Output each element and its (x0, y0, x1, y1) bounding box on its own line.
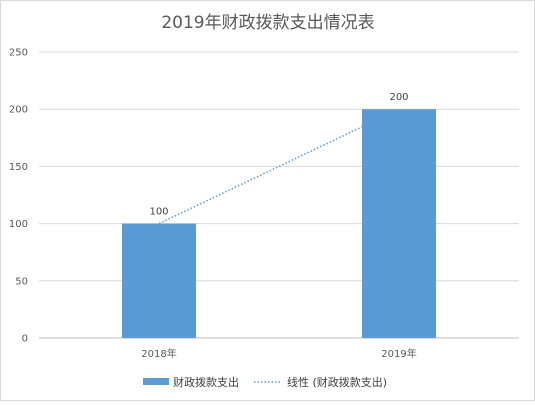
y-tick-label: 200 (9, 105, 28, 116)
bars (122, 109, 436, 338)
y-tick-label: 50 (15, 276, 28, 287)
data-label: 200 (389, 92, 408, 103)
legend-label-trendline: 线性 (财政拨款支出) (287, 375, 387, 389)
bar (362, 109, 436, 338)
x-tick-label: 2018年 (141, 347, 176, 360)
y-axis: 0 50 100 150 200 250 (9, 48, 28, 345)
legend-label-series: 财政拨款支出 (173, 375, 239, 389)
legend-swatch-bar (143, 378, 169, 385)
gridlines (39, 51, 519, 339)
trendline-path (158, 126, 363, 225)
y-tick-label: 100 (9, 219, 28, 230)
data-labels: 100 200 (149, 92, 408, 217)
y-tick-label: 250 (9, 48, 28, 59)
x-tick-label: 2019年 (381, 347, 416, 360)
trendline (158, 126, 363, 225)
legend: 财政拨款支出 线性 (财政拨款支出) (143, 375, 387, 389)
y-tick-label: 0 (22, 334, 28, 345)
chart-title: 2019年财政拨款支出情况表 (161, 13, 374, 33)
bar (122, 223, 196, 338)
x-axis: 2018年 2019年 (141, 347, 416, 360)
data-label: 100 (149, 207, 168, 218)
y-tick-label: 150 (9, 162, 28, 173)
